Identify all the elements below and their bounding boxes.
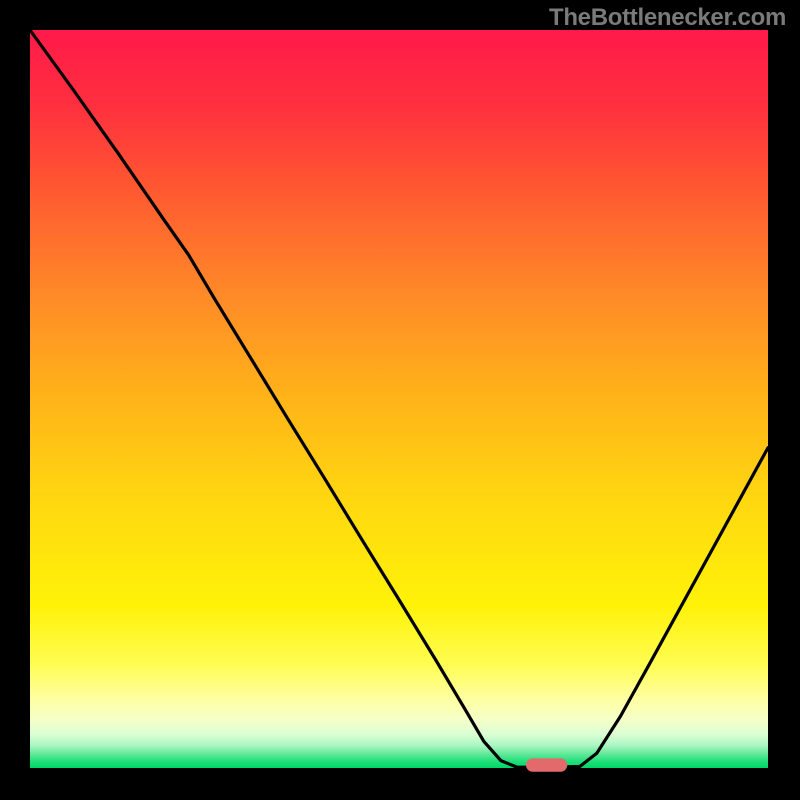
bottleneck-chart (0, 0, 800, 800)
watermark-text: TheBottlenecker.com (549, 4, 786, 32)
chart-container: TheBottlenecker.com (0, 0, 800, 800)
plot-background (30, 30, 768, 768)
optimum-marker (526, 758, 567, 771)
